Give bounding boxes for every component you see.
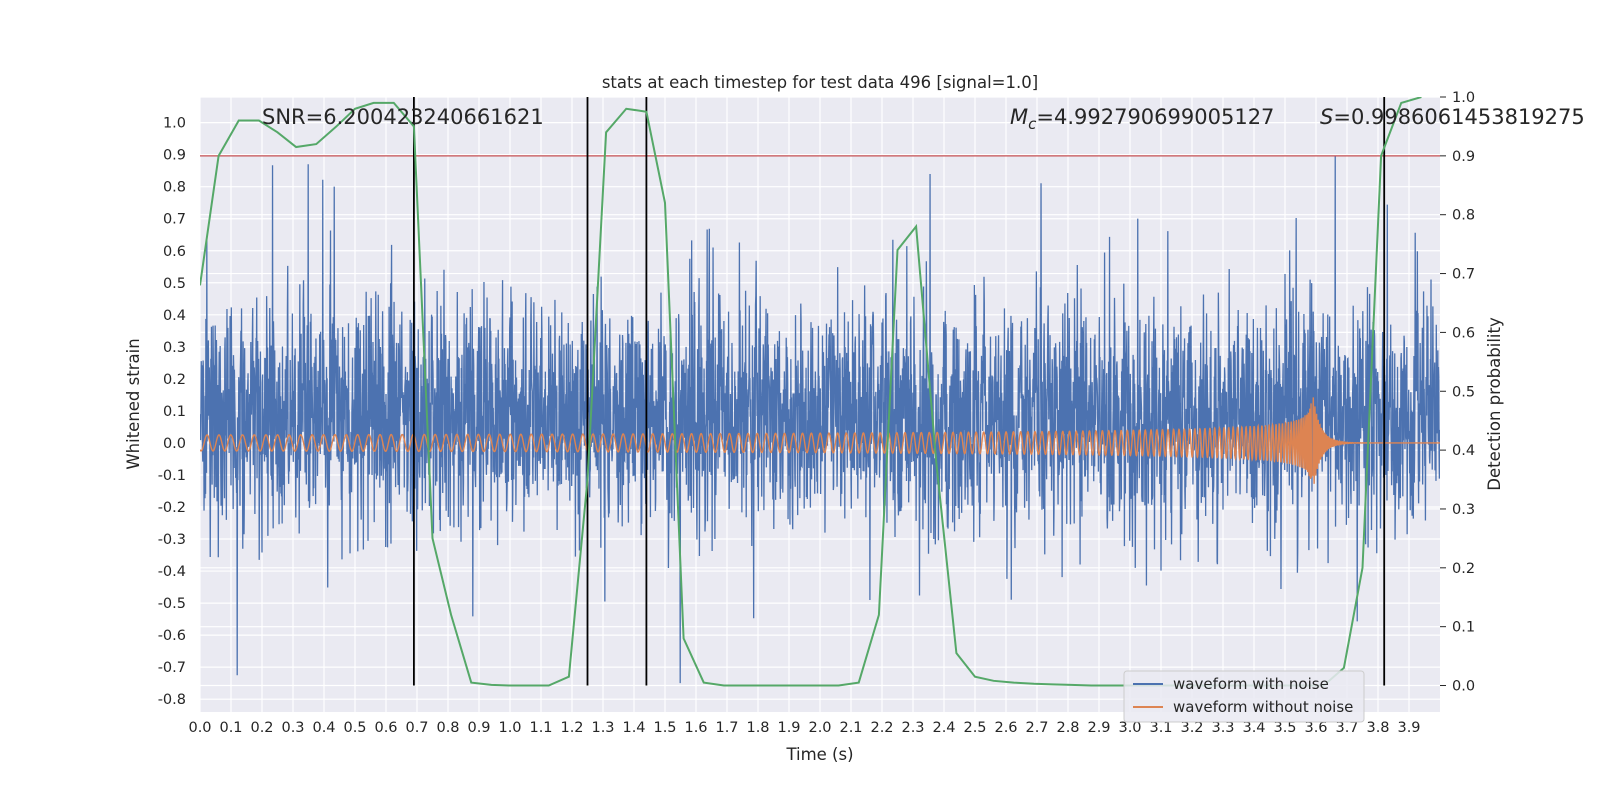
- y-right-tick-label: 0.6: [1452, 325, 1475, 341]
- y-tick-label: -0.4: [158, 564, 186, 580]
- y-tick-label: 0.8: [163, 180, 186, 196]
- x-tick-label: 2.7: [1025, 720, 1048, 736]
- detection-vlines: [412, 97, 1386, 686]
- y-tick-label: -0.5: [158, 596, 186, 612]
- x-tick-label: 3.4: [1242, 720, 1265, 736]
- x-tick-label: 2.5: [963, 720, 986, 736]
- x-tick-label: 1.6: [684, 720, 707, 736]
- y-right-tick-label: 0.2: [1452, 561, 1475, 577]
- score-symbol: S: [1320, 105, 1333, 129]
- x-tick-label: 0.0: [188, 720, 211, 736]
- x-tick-label: 2.4: [932, 720, 955, 736]
- legend: waveform with noise waveform without noi…: [1123, 670, 1365, 723]
- x-tick-label: 3.6: [1304, 720, 1327, 736]
- x-tick-label: 0.8: [436, 720, 459, 736]
- chirp-mass-subscript: c: [1028, 115, 1037, 133]
- x-tick-label: 0.6: [374, 720, 397, 736]
- legend-label-noisy: waveform with noise: [1173, 675, 1329, 693]
- snr-annotation: SNR=6.200423240661621: [262, 105, 544, 129]
- y-right-tick-label: 0.7: [1452, 267, 1475, 283]
- x-tick-label: 1.2: [560, 720, 583, 736]
- waveform-with-noise-series: [200, 156, 1440, 684]
- x-tick-label: 1.4: [622, 720, 645, 736]
- y-tick-label: 0.1: [163, 404, 186, 420]
- y-tick-label: 0.0: [163, 436, 186, 452]
- x-tick-label: 2.3: [901, 720, 924, 736]
- x-tick-label: 0.5: [343, 720, 366, 736]
- x-tick-label: 0.1: [219, 720, 242, 736]
- x-tick-label: 1.3: [591, 720, 614, 736]
- y-tick-label: 0.4: [163, 308, 186, 324]
- waveform-without-noise-series: [200, 397, 1440, 484]
- x-tick-label: 2.1: [839, 720, 862, 736]
- x-tick-label: 3.5: [1273, 720, 1296, 736]
- y-tick-label: 0.5: [163, 276, 186, 292]
- legend-label-clean: waveform without noise: [1173, 698, 1353, 716]
- y-right-tick-label: 0.5: [1452, 384, 1475, 400]
- y-tick-label: -0.1: [158, 468, 186, 484]
- y-tick-label: -0.2: [158, 500, 186, 516]
- x-tick-label: 3.3: [1211, 720, 1234, 736]
- chirp-mass-annotation: Mc=4.992790699005127: [1010, 105, 1274, 133]
- x-axis-label: Time (s): [785, 745, 853, 764]
- y-tick-labels: 1.0 0.9 0.8 0.7 0.6 0.5 0.4 0.3 0.2 0.1 0.0 -0.1 -0.…: [158, 116, 186, 709]
- x-tick-label: 1.1: [529, 720, 552, 736]
- chirp-mass-symbol: M: [1010, 105, 1028, 129]
- y-right-tick-labels: 1.0 0.9 0.8 0.7 0.6 0.5 0.4 0.3 0.2 0.1 0.0: [1440, 90, 1475, 695]
- x-tick-label: 3.1: [1149, 720, 1172, 736]
- y-right-tick-label: 0.1: [1452, 620, 1475, 636]
- y-right-tick-label: 0.4: [1452, 443, 1475, 459]
- x-tick-label: 1.7: [715, 720, 738, 736]
- y-right-tick-label: 0.9: [1452, 149, 1475, 165]
- y-tick-label: 1.0: [163, 116, 186, 132]
- clean-waveform-line: [200, 397, 1440, 484]
- y-tick-label: 0.9: [163, 148, 186, 164]
- x-tick-label: 3.0: [1118, 720, 1141, 736]
- x-tick-label: 2.0: [808, 720, 831, 736]
- y-tick-label: 0.7: [163, 212, 186, 228]
- chirp-mass-value: =4.992790699005127: [1036, 105, 1274, 129]
- y-right-tick-label: 1.0: [1452, 90, 1475, 106]
- y-right-axis-label: Detection probability: [1485, 317, 1504, 491]
- y-tick-label: -0.3: [158, 532, 186, 548]
- legend-box: [1123, 670, 1365, 723]
- y-tick-label: -0.7: [158, 660, 186, 676]
- x-tick-label: 0.2: [250, 720, 273, 736]
- x-tick-labels: 0.0 0.1 0.2 0.3 0.4 0.5 0.6 0.7 0.8 0.9 1.0 1.1 1.2 1…: [188, 720, 1420, 736]
- x-tick-label: 3.2: [1180, 720, 1203, 736]
- x-tick-label: 0.4: [312, 720, 335, 736]
- y-right-tick-label: 0.0: [1452, 679, 1475, 695]
- y-tick-label: 0.6: [163, 244, 186, 260]
- x-tick-label: 2.9: [1087, 720, 1110, 736]
- x-tick-label: 1.5: [653, 720, 676, 736]
- x-tick-label: 0.7: [405, 720, 428, 736]
- noisy-waveform-line: [200, 156, 1440, 684]
- x-tick-label: 2.8: [1056, 720, 1079, 736]
- y-right-tick-label: 0.3: [1452, 502, 1475, 518]
- y-tick-label: -0.8: [158, 692, 186, 708]
- y-tick-label: 0.3: [163, 340, 186, 356]
- x-tick-label: 1.8: [746, 720, 769, 736]
- score-value: =0.9986061453819275: [1333, 105, 1584, 129]
- x-tick-label: 3.8: [1366, 720, 1389, 736]
- y-tick-label: 0.2: [163, 372, 186, 388]
- score-annotation: S=0.9986061453819275: [1320, 105, 1585, 129]
- x-tick-label: 1.9: [777, 720, 800, 736]
- y-right-tick-label: 0.8: [1452, 208, 1475, 224]
- x-tick-label: 1.0: [498, 720, 521, 736]
- chart-title: stats at each timestep for test data 496…: [602, 73, 1038, 92]
- x-tick-label: 3.9: [1397, 720, 1420, 736]
- x-tick-label: 3.7: [1335, 720, 1358, 736]
- x-tick-label: 2.6: [994, 720, 1017, 736]
- x-tick-label: 2.2: [870, 720, 893, 736]
- x-tick-label: 0.9: [467, 720, 490, 736]
- y-tick-label: -0.6: [158, 628, 186, 644]
- y-axis-label: Whitened strain: [124, 338, 143, 469]
- x-tick-label: 0.3: [281, 720, 304, 736]
